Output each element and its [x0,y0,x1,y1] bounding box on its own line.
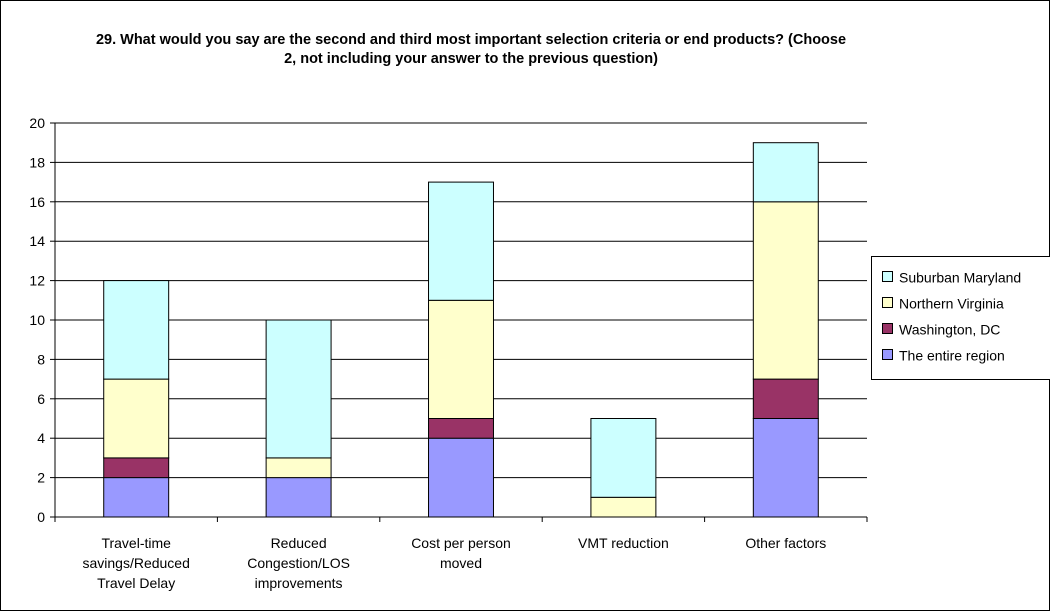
x-category-label: Travel Delay [97,575,175,591]
y-tick-label: 8 [37,351,45,367]
x-category-label: VMT reduction [578,535,669,551]
x-category-label: Travel-time [101,535,171,551]
x-category-label: moved [440,555,482,571]
x-category-label: improvements [255,575,343,591]
bar-suburban-maryland-3 [590,418,657,498]
bar-suburban-maryland-1 [265,319,332,459]
y-tick-label: 6 [37,391,45,407]
legend-swatch [882,270,893,282]
y-tick-label: 14 [29,233,45,249]
bar-northern-virginia-4 [752,201,819,380]
bar-suburban-maryland-0 [103,280,170,380]
legend-label: Washington, DC [899,321,1001,338]
bar-the-entire-region-0 [103,477,170,518]
y-tick-label: 12 [29,273,45,289]
chart-title: 29. What would you say are the second an… [95,32,847,67]
bar-the-entire-region-1 [265,477,332,518]
bar-washington-dc-2 [428,418,494,439]
y-tick-label: 4 [37,430,45,446]
x-category-label: Reduced [271,535,327,551]
bar-northern-virginia-0 [103,378,170,459]
y-tick-label: 16 [29,194,45,210]
legend-label: The entire region [899,347,1005,364]
legend-item: Washington, DC [882,318,1000,338]
y-tick-label: 20 [29,115,45,131]
legend-swatch [882,322,893,334]
legend-label: Suburban Maryland [899,269,1022,286]
legend-item: The entire region [882,344,1005,364]
bar-the-entire-region-2 [428,437,494,518]
legend-label: Northern Virginia [899,295,1004,312]
legend-swatch [882,348,893,360]
x-category-label: Congestion/LOS [247,555,350,571]
x-category-label: Other factors [745,535,826,551]
bar-suburban-maryland-4 [752,142,819,203]
legend-swatch [882,296,893,308]
x-category-label: Cost per person [411,535,511,551]
y-tick-label: 10 [29,312,45,328]
x-category-label: savings/Reduced [82,555,189,571]
bar-northern-virginia-1 [265,457,332,479]
bar-suburban-maryland-2 [428,181,494,301]
bar-northern-virginia-3 [590,496,657,518]
legend: Suburban Maryland Northern Virginia Washin… [871,256,1050,380]
legend-item: Suburban Maryland [882,266,1021,286]
bar-washington-dc-4 [752,378,819,420]
y-tick-label: 0 [37,509,45,525]
y-tick-label: 18 [29,154,45,170]
bar-washington-dc-0 [103,457,170,479]
legend-item: Northern Virginia [882,292,1004,312]
y-tick-label: 2 [37,470,45,486]
bar-the-entire-region-4 [752,418,819,518]
bar-northern-virginia-2 [428,299,494,419]
